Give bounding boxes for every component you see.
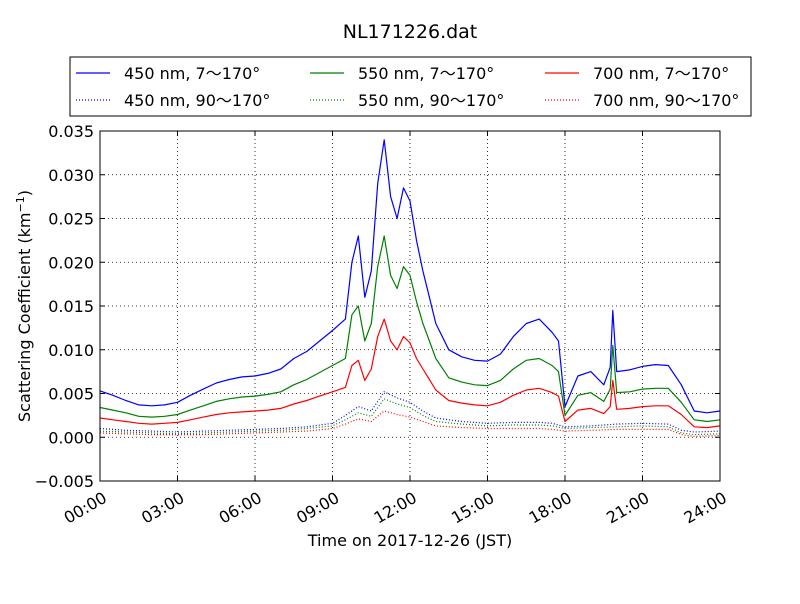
y-tick-label: 0.010 bbox=[48, 341, 94, 360]
legend-label-5: 700 nm, 90～170° bbox=[593, 91, 739, 110]
legend: 450 nm, 7～170° 450 nm, 90～170° 550 nm, 7～1… bbox=[69, 56, 752, 117]
series-line-5 bbox=[99, 410, 721, 437]
y-axis-label-close: ) bbox=[15, 190, 34, 196]
legend-label-2: 550 nm, 7～170° bbox=[358, 64, 494, 83]
legend-label-3: 550 nm, 90～170° bbox=[358, 91, 504, 110]
y-tick-label: 0.005 bbox=[48, 385, 94, 404]
series-layer bbox=[99, 139, 721, 437]
y-tick-label: −0.005 bbox=[35, 472, 94, 491]
chart-title: NL171226.dat bbox=[343, 21, 478, 43]
y-tick-label: 0.030 bbox=[48, 166, 94, 185]
y-axis-label: Scattering Coefficient (km−1) bbox=[14, 190, 34, 422]
series-line-2 bbox=[99, 235, 721, 423]
y-tick-label: 0.020 bbox=[48, 253, 94, 272]
y-axis-label-superscript: −1 bbox=[14, 196, 27, 212]
series-line-4 bbox=[99, 318, 721, 429]
y-tick-label: 0.035 bbox=[48, 122, 94, 141]
x-axis-label: Time on 2017-12-26 (JST) bbox=[307, 531, 512, 550]
y-tick-label: 0.000 bbox=[48, 428, 94, 447]
legend-label-4: 700 nm, 7～170° bbox=[593, 64, 729, 83]
series-line-3 bbox=[99, 398, 721, 436]
y-axis-label-main: Scattering Coefficient (km bbox=[15, 212, 34, 422]
y-tick-label: 0.025 bbox=[48, 210, 94, 229]
series-line-0 bbox=[99, 139, 721, 414]
legend-label-0: 450 nm, 7～170° bbox=[124, 64, 260, 83]
y-tick-labels: −0.005 0.000 0.005 0.010 0.015 0.020 0.025 0.03… bbox=[35, 122, 94, 491]
legend-label-1: 450 nm, 90～170° bbox=[124, 91, 270, 110]
y-tick-label: 0.015 bbox=[48, 297, 94, 316]
legend-frame bbox=[69, 56, 752, 117]
ticks bbox=[99, 130, 721, 482]
series-line-1 bbox=[99, 391, 721, 433]
